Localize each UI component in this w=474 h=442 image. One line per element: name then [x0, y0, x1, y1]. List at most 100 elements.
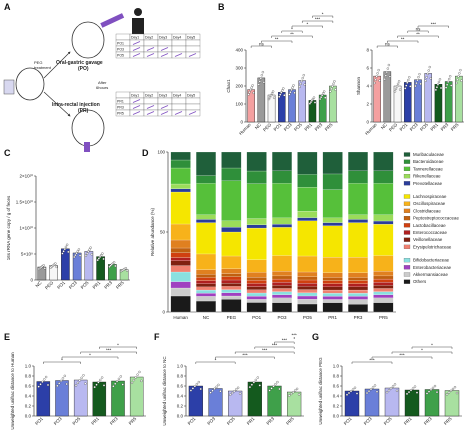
data-point — [262, 81, 266, 84]
stack-segment — [297, 151, 318, 175]
legend-swatch — [403, 194, 411, 199]
stack-segment — [272, 271, 292, 277]
data-point — [97, 257, 101, 260]
sig-label: ns — [416, 27, 422, 32]
sig-bracket — [274, 341, 295, 344]
y-axis-label: 16s rRNA gene copy / g of feces — [6, 195, 11, 260]
data-point — [424, 79, 427, 82]
data-point — [411, 387, 415, 390]
stack-segment — [221, 295, 242, 300]
sig-bracket — [43, 361, 81, 364]
data-point — [132, 378, 136, 382]
stack-segment — [272, 278, 292, 283]
table-header-text: Day3 — [159, 35, 167, 39]
data-point — [393, 383, 397, 386]
sig-bracket — [407, 30, 429, 33]
dose-mark — [132, 111, 141, 115]
stack-segment — [196, 296, 216, 302]
stack-segment — [297, 276, 318, 281]
data-point — [62, 250, 65, 253]
stack-segment — [272, 170, 292, 184]
table-header-text: Day2 — [145, 93, 153, 97]
person-icon — [134, 8, 142, 16]
stack-segment — [322, 225, 343, 258]
x-tick-label: PR3 — [354, 315, 363, 320]
table-header-cell — [115, 33, 131, 41]
y-tick-label: 0.6 — [333, 384, 340, 389]
table-cell — [171, 45, 187, 53]
stack-segment — [246, 259, 267, 273]
data-point — [387, 63, 391, 67]
data-point — [189, 389, 193, 392]
x-tick-label: NC — [34, 280, 43, 289]
data-point — [213, 387, 216, 390]
table-header-text: Day4 — [173, 35, 181, 39]
data-point — [319, 96, 323, 99]
data-point — [101, 252, 104, 255]
stack-segment — [297, 303, 318, 313]
y-tick-label: 0.2 — [25, 404, 32, 409]
sig-bracket — [397, 35, 439, 38]
y-tick-label: 0.8 — [333, 374, 340, 379]
data-point — [413, 385, 417, 388]
data-point — [250, 86, 253, 89]
y-tick-label: 0.4 — [333, 394, 340, 399]
table-cell — [157, 39, 173, 47]
data-point — [433, 384, 437, 388]
data-point — [61, 252, 64, 255]
stack-segment — [373, 288, 394, 292]
data-point — [248, 91, 251, 94]
data-point — [88, 248, 91, 251]
data-point — [451, 387, 455, 391]
panel-letter-c: C — [4, 148, 11, 158]
x-tick-label: PO1 — [343, 416, 353, 426]
dose-mark — [174, 111, 183, 115]
data-point — [231, 391, 234, 395]
data-point — [99, 378, 102, 382]
data-point — [251, 84, 254, 87]
data-point — [384, 74, 387, 77]
x-tick-label: NC — [254, 122, 263, 131]
data-point — [199, 387, 202, 391]
data-point — [450, 84, 453, 87]
data-point — [331, 85, 334, 88]
data-point — [395, 85, 399, 88]
stack-segment — [297, 271, 318, 277]
legend-label: Akkermansiaceae — [413, 272, 448, 277]
dose-mark — [146, 47, 155, 51]
data-point — [268, 389, 271, 392]
stack-segment — [373, 275, 394, 280]
dose-mark — [160, 47, 169, 51]
y-tick-label: 0.4 — [25, 394, 32, 399]
data-point — [453, 386, 457, 389]
x-tick-label: PEG — [227, 315, 237, 320]
legend-label: Lactobacillaceae — [413, 223, 446, 228]
stack-segment — [196, 286, 216, 291]
data-point — [428, 65, 431, 69]
stack-segment — [196, 277, 216, 281]
y-tick-label: 4 — [366, 84, 369, 89]
data-point — [297, 393, 301, 396]
data-point — [130, 381, 134, 385]
stack-segment — [373, 170, 394, 184]
x-tick-label: PO5 — [303, 315, 313, 320]
data-point — [299, 82, 302, 86]
x-tick-label: PR3 — [314, 122, 324, 132]
data-point — [447, 391, 451, 394]
data-point — [301, 76, 304, 80]
table-cell — [157, 97, 173, 105]
stack-segment — [348, 272, 368, 278]
data-point — [93, 385, 96, 389]
stack-segment — [246, 151, 267, 172]
data-point — [323, 90, 326, 93]
stack-segment — [221, 283, 242, 287]
data-point — [438, 78, 442, 81]
stack-segment — [272, 294, 292, 298]
table-cell — [171, 103, 187, 111]
x-tick-label: PO5 — [226, 416, 236, 426]
dose-mark — [188, 53, 197, 57]
stack-segment — [170, 167, 191, 185]
stack-segment — [373, 151, 394, 171]
stack-segment — [221, 289, 242, 293]
